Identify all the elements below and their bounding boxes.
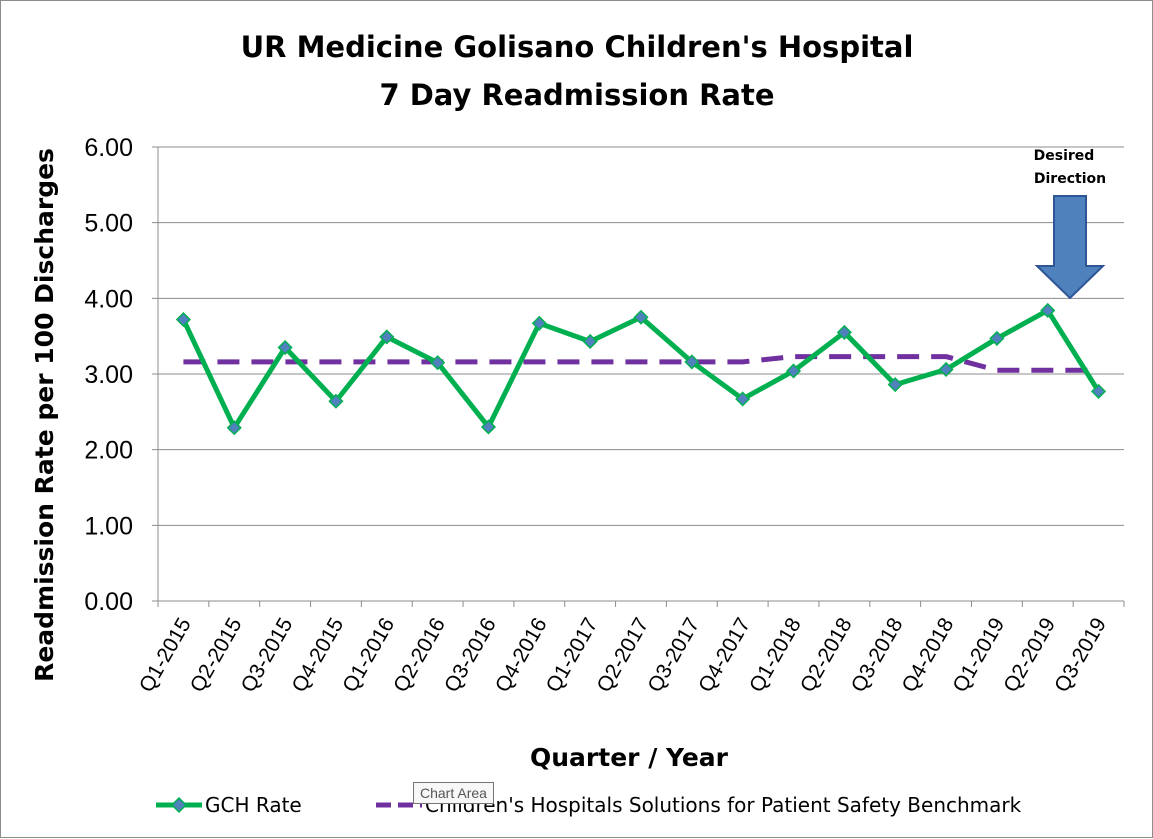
benchmark-series-line[interactable] [183, 354, 1099, 373]
desired-direction-annotation: Desired Direction [1034, 148, 1106, 300]
gch-rate-point[interactable] [328, 393, 344, 409]
y-tick-label: 4.00 [84, 285, 133, 313]
y-axis-title: Readmission Rate per 100 Discharges [30, 148, 59, 682]
gch-rate-point[interactable] [531, 315, 547, 331]
legend[interactable]: GCH Rate Children's Hospitals Solutions f… [156, 793, 1022, 817]
axes [157, 147, 1125, 607]
gch-rate-point[interactable] [633, 309, 649, 325]
gch-rate-series-line[interactable] [181, 307, 1101, 431]
gch-rate-point[interactable] [379, 329, 395, 345]
chart-area-tooltip: Chart Area [413, 782, 494, 804]
y-tick-label: 1.00 [84, 512, 133, 540]
labels: 0.001.002.003.004.005.006.00Q1-2015Q2-20… [30, 30, 1111, 772]
legend-gch-label[interactable]: GCH Rate [205, 793, 302, 817]
gch-rate-point[interactable] [480, 419, 497, 435]
legend-benchmark-label[interactable]: Children's Hospitals Solutions for Patie… [425, 793, 1022, 817]
annotation-text-line-2: Direction [1034, 171, 1106, 187]
y-tick-label: 3.00 [84, 361, 133, 389]
gch-rate-point[interactable] [938, 361, 954, 378]
gch-rate-point[interactable] [1091, 383, 1107, 399]
gch-rate-point[interactable] [785, 363, 802, 379]
down-arrow-icon [1034, 195, 1106, 300]
gch-rate-point[interactable] [735, 391, 751, 407]
y-tick-label: 5.00 [84, 210, 133, 238]
gch-rate-point[interactable] [175, 311, 191, 328]
chart-title-line-2: 7 Day Readmission Rate [379, 78, 774, 112]
gch-rate-point[interactable] [277, 339, 293, 356]
annotation-text-line-1: Desired [1034, 148, 1095, 164]
gch-rate-point[interactable] [430, 355, 446, 371]
gch-rate-point[interactable] [226, 420, 242, 436]
gch-rate-point[interactable] [887, 377, 903, 393]
gch-rate-point[interactable] [836, 324, 852, 340]
plot-area[interactable] [175, 302, 1107, 436]
chart-title-line-1: UR Medicine Golisano Children's Hospital [241, 30, 914, 64]
gch-rate-point[interactable] [684, 354, 700, 370]
y-tick-label: 2.00 [84, 437, 133, 465]
x-axis-title: Quarter / Year [530, 743, 729, 772]
gch-rate-point[interactable] [1040, 302, 1056, 319]
gridlines [152, 146, 1124, 602]
gch-rate-point[interactable] [989, 330, 1005, 346]
y-tick-label: 0.00 [84, 588, 133, 616]
gch-rate-point[interactable] [582, 333, 598, 350]
legend-gch-marker[interactable] [170, 796, 188, 814]
y-tick-label: 6.00 [84, 134, 133, 162]
